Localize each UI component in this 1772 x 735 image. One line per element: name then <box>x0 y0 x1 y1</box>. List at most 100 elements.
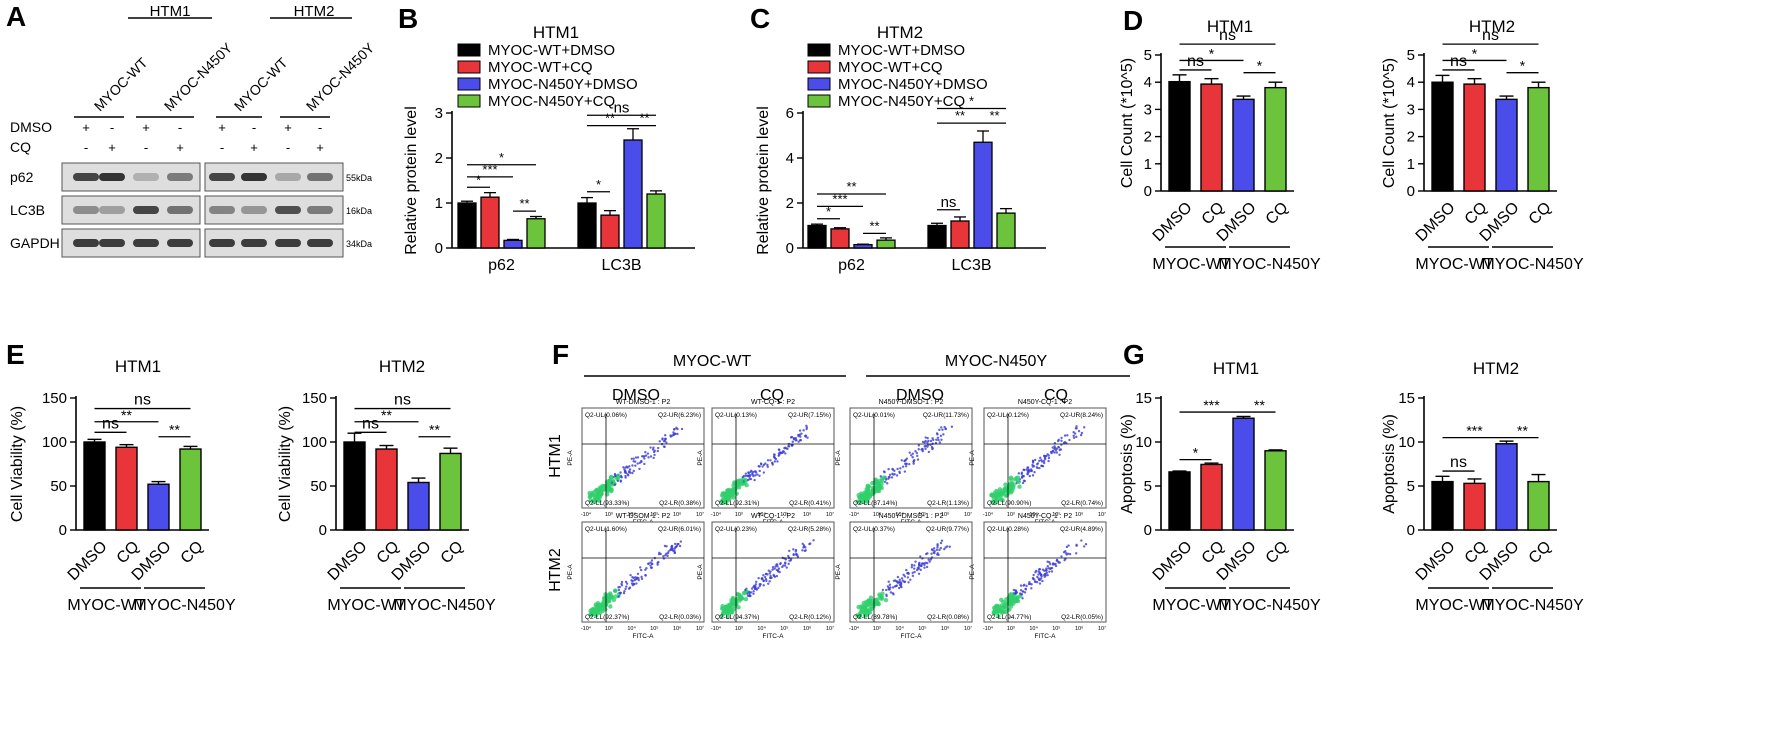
chart-title: HTM1 <box>1213 359 1259 378</box>
flow-event <box>930 552 933 555</box>
flow-event <box>1017 484 1022 489</box>
sig-label: ns <box>394 392 411 409</box>
bar <box>950 220 970 249</box>
flow-event <box>911 571 914 575</box>
flow-event <box>771 568 774 571</box>
legend-swatch <box>807 77 831 91</box>
flow-event <box>757 576 760 580</box>
flow-event <box>607 479 612 485</box>
flow-event <box>1004 488 1009 494</box>
flow-event <box>1024 587 1027 591</box>
blot-treatment-sign: + <box>218 120 226 135</box>
flow-event <box>665 441 668 444</box>
flow-plot: N450Y-CQ-1 : P2 Q2-UL(0.28%) Q2-UR(4.89%) Q… <box>969 513 1107 640</box>
y-axis-label: Apoptosis (%) <box>1381 414 1398 514</box>
flow-event <box>768 580 771 583</box>
flow-event <box>751 470 755 474</box>
bar <box>147 483 170 531</box>
flow-event <box>994 488 999 494</box>
flow-event <box>1040 458 1043 462</box>
sig-label: * <box>596 177 601 192</box>
flow-event <box>796 555 800 558</box>
flow-x-tick: 10⁶ <box>803 511 811 518</box>
sig-label: ns <box>362 415 379 432</box>
flow-event <box>804 434 808 437</box>
blot-treatment-sign: - <box>84 140 88 155</box>
flow-event <box>619 471 622 474</box>
legend-swatch <box>457 60 481 74</box>
flow-event <box>939 546 943 550</box>
flow-event <box>804 549 807 552</box>
flow-event <box>1019 584 1023 587</box>
flow-event <box>736 605 741 610</box>
flow-event <box>855 499 860 504</box>
flow-event <box>935 438 938 442</box>
flow-x-tick: 10⁶ <box>1075 625 1083 632</box>
flow-event <box>903 470 907 473</box>
flow-event <box>603 592 608 597</box>
flow-event <box>887 580 890 583</box>
x-category-label: LC3B <box>951 257 991 274</box>
flow-event <box>673 542 677 546</box>
flow-event <box>1004 597 1009 602</box>
flow-x-tick: 10⁶ <box>941 511 949 518</box>
flow-event <box>788 559 791 562</box>
sig-label: * <box>1257 58 1263 74</box>
sig-label: ns <box>614 99 630 116</box>
flow-event <box>907 581 910 584</box>
flow-event <box>911 452 914 455</box>
flow-plot: WT-CQ-1 : P2 Q2-UL(0.23%) Q2-UR(5.28%) Q2-L… <box>697 513 835 640</box>
flow-y-axis-label: PE-A <box>567 564 574 580</box>
x-category-label: DMSO <box>65 538 111 584</box>
legend-entry: MYOC-N450Y+DMSO <box>488 76 638 93</box>
flow-event <box>783 561 787 564</box>
chart-title: HTM1 <box>115 357 161 376</box>
flow-event <box>1040 464 1044 468</box>
flow-event <box>937 438 940 442</box>
flow-quadrant-lr: Q2-LR(0.08%) <box>927 614 969 621</box>
flow-event <box>1037 570 1040 573</box>
sig-label: ns <box>102 415 119 432</box>
group-label: MYOC-WT <box>327 597 405 614</box>
flow-event <box>1028 474 1031 478</box>
flow-event <box>751 473 754 476</box>
sig-label: ns <box>1450 454 1467 471</box>
flow-event <box>627 474 630 477</box>
flow-event <box>926 445 929 448</box>
flow-event <box>1082 545 1086 548</box>
flow-event <box>916 458 920 461</box>
flow-event <box>651 562 654 566</box>
flow-event <box>636 462 639 465</box>
flow-event <box>754 470 757 473</box>
flow-event <box>923 445 926 448</box>
flow-event <box>911 574 915 578</box>
x-category-label: p62 <box>488 257 515 274</box>
flow-event <box>908 462 911 466</box>
blot-band <box>307 239 333 247</box>
flow-event <box>794 553 798 556</box>
flow-event <box>665 545 668 548</box>
flow-x-tick: 10⁵ <box>780 511 788 518</box>
flow-event <box>666 552 670 555</box>
flow-event <box>924 561 927 565</box>
blot-lane-label: MYOC-N450Y <box>303 39 378 114</box>
flow-event <box>911 456 914 459</box>
flow-x-tick: 10⁵ <box>650 625 658 632</box>
flow-event <box>788 549 791 553</box>
flow-event <box>938 441 942 444</box>
flow-event <box>770 461 774 465</box>
group-label: MYOC-N450Y <box>393 597 496 614</box>
flow-event <box>903 580 907 583</box>
flow-col-label: CQ <box>760 387 784 404</box>
flow-event <box>1022 590 1025 593</box>
flow-event <box>895 474 899 477</box>
flow-event <box>666 554 669 558</box>
flow-plot-title: N450Y-CQ-1 : P2 <box>1018 399 1072 406</box>
flow-quadrant-ll: Q2-LL(93.33%) <box>585 500 629 507</box>
flow-event <box>774 565 777 568</box>
flow-event <box>766 465 769 469</box>
group-label: MYOC-WT <box>1152 256 1230 273</box>
flow-event <box>649 446 652 449</box>
panel-letter-A: A <box>6 1 26 32</box>
flow-col-label: DMSO <box>612 387 660 404</box>
